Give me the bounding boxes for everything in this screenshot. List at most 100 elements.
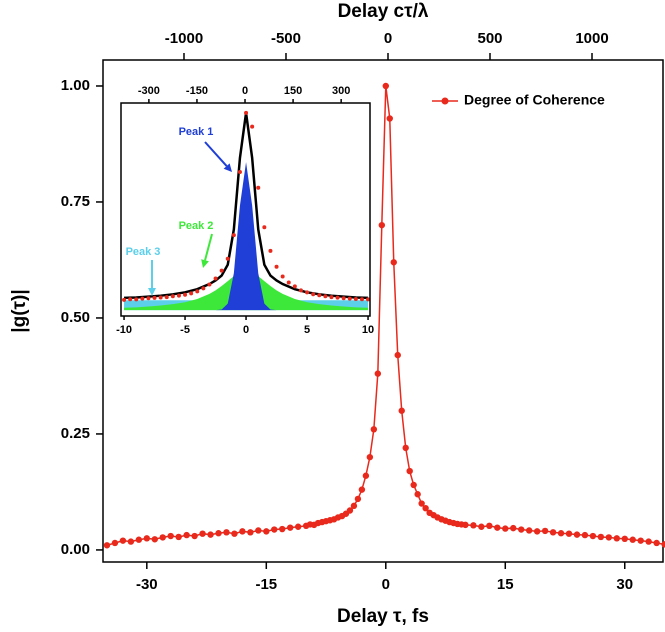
top-tick-label: 500 <box>477 30 502 47</box>
inset-data-point <box>128 297 133 302</box>
data-point <box>653 539 660 547</box>
data-point <box>103 542 111 549</box>
peak-arrowhead <box>223 163 232 172</box>
inset-data-point <box>262 225 267 230</box>
inset-data-point <box>298 288 303 293</box>
peak-label: Peak 2 <box>179 220 214 232</box>
inset-data-point <box>207 282 212 287</box>
data-point <box>175 533 182 541</box>
inset-data-point <box>280 274 285 279</box>
inset-data-point <box>274 264 279 269</box>
data-point <box>462 521 469 529</box>
inset-data-point <box>335 295 340 300</box>
inset-data-point <box>244 110 249 115</box>
data-point <box>370 426 378 433</box>
data-point <box>557 530 565 537</box>
data-point <box>398 407 405 414</box>
x-tick-label: 30 <box>616 576 633 593</box>
top-tick-label: 0 <box>384 30 392 47</box>
x-tick-label: -10 <box>116 324 132 336</box>
y-tick-label: 0.00 <box>61 541 90 558</box>
inset-data-point <box>164 295 169 300</box>
x-tick-label: 5 <box>304 324 310 336</box>
data-point <box>223 529 230 536</box>
inset-data-point <box>317 293 322 298</box>
data-point <box>406 467 413 475</box>
data-point <box>621 535 628 543</box>
data-point <box>207 531 214 538</box>
data-point <box>394 351 401 359</box>
inset-data-point <box>366 297 371 302</box>
peak-label: Peak 3 <box>126 246 161 258</box>
data-point <box>549 529 557 536</box>
x-tick-label: 0 <box>243 324 249 336</box>
peak-arrow <box>204 233 213 261</box>
data-point <box>645 538 652 545</box>
data-point <box>637 537 644 544</box>
data-point <box>486 522 493 530</box>
data-point <box>422 504 429 512</box>
inset-data-point <box>292 284 297 289</box>
inset-data-point <box>140 296 145 301</box>
top-tick-label: 150 <box>284 85 302 97</box>
data-point <box>247 529 254 536</box>
data-point <box>410 481 417 489</box>
data-point <box>143 535 151 542</box>
inset-data-point <box>305 290 310 295</box>
data-point <box>494 524 501 531</box>
top-tick-label: 1000 <box>575 30 608 47</box>
y-tick-label: 0.25 <box>61 425 90 442</box>
data-point <box>239 528 246 535</box>
data-point <box>271 526 278 533</box>
data-point <box>167 532 174 540</box>
data-point <box>589 532 597 540</box>
peak-arrow <box>204 141 228 167</box>
data-point <box>263 528 270 535</box>
data-point <box>366 453 374 461</box>
inset-data-point <box>347 296 352 301</box>
data-point <box>215 530 222 537</box>
data-point <box>362 472 370 479</box>
data-point <box>629 536 636 543</box>
inset-data-point <box>353 297 358 302</box>
data-point <box>470 522 477 529</box>
x-tick-label: 0 <box>382 576 390 593</box>
y-tick-label: 0.50 <box>61 309 90 326</box>
inset-data-point <box>152 295 157 300</box>
data-point <box>286 524 294 531</box>
peak-arrowhead <box>201 259 209 268</box>
data-point <box>661 541 665 548</box>
data-point <box>191 532 198 540</box>
top-tick-label: -1000 <box>165 30 203 47</box>
y-axis-title: |g(τ)| <box>9 289 30 332</box>
inset-data-point <box>250 124 255 129</box>
data-point <box>183 531 190 539</box>
y-tick-label: 1.00 <box>61 77 90 94</box>
x-tick-label: -5 <box>180 324 190 336</box>
inset-data-point <box>189 291 194 296</box>
data-point <box>159 534 166 541</box>
top-tick-label: 0 <box>242 85 248 97</box>
legend-label: Degree of Coherence <box>464 92 605 108</box>
peak-label: Peak 1 <box>179 126 214 138</box>
data-point <box>279 525 286 533</box>
data-point <box>390 259 397 266</box>
top-tick-label: -300 <box>138 85 160 97</box>
data-point <box>135 536 143 543</box>
data-point <box>597 533 605 541</box>
data-point <box>502 525 509 532</box>
data-point <box>386 115 393 122</box>
data-point <box>541 527 549 535</box>
inset-data-point <box>268 248 273 253</box>
x-tick-label: 10 <box>362 324 374 336</box>
x-tick-label: -30 <box>136 576 158 593</box>
data-point <box>478 523 485 530</box>
data-point <box>402 444 409 452</box>
data-point <box>255 527 262 534</box>
data-point <box>127 538 135 545</box>
x-tick-label: -15 <box>255 576 277 593</box>
data-point <box>378 221 386 229</box>
data-point <box>613 535 620 542</box>
inset-data-point <box>176 293 181 298</box>
